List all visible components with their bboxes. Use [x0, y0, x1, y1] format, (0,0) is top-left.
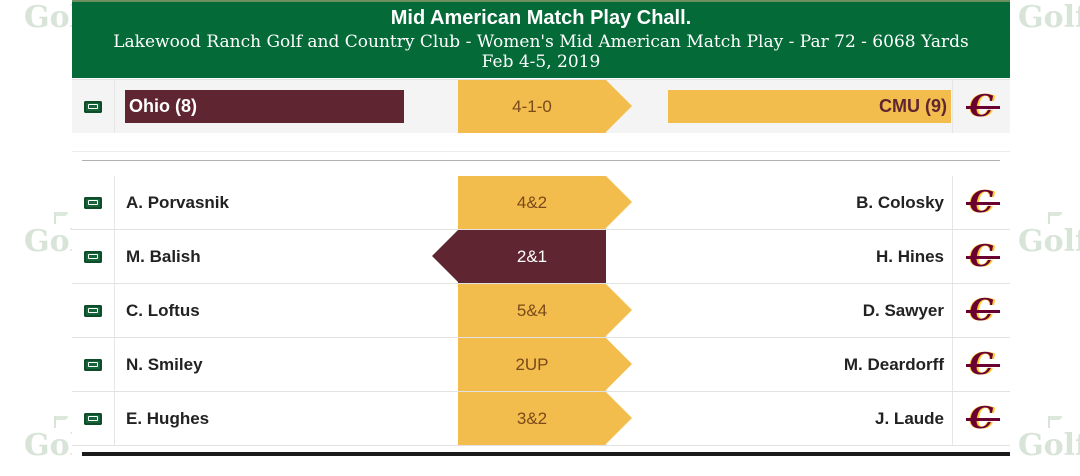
match-result: 2&1: [458, 230, 606, 283]
cmu-logo-cell: C: [952, 392, 1010, 445]
match-row[interactable]: E. Hughes 3&2 J. Laude C: [72, 392, 1010, 446]
ohio-bobcat-logo-icon: [84, 412, 102, 425]
team-score: 4-1-0: [458, 80, 606, 133]
bottom-border: [82, 452, 1010, 456]
event-subtitle: Lakewood Ranch Golf and Country Club - W…: [113, 32, 969, 52]
section-divider: [72, 133, 1010, 177]
ohio-logo-cell: [72, 284, 115, 337]
cmu-logo-cell: C: [952, 284, 1010, 337]
ohio-logo-cell: [72, 176, 115, 229]
right-player-name: D. Sawyer: [862, 301, 944, 320]
right-player-name: M. Deardorff: [843, 355, 944, 374]
event-header: Mid American Match Play Chall. Lakewood …: [72, 0, 1010, 78]
ohio-logo-cell: [72, 230, 115, 283]
cmu-logo-icon: C: [964, 403, 1000, 433]
winner-arrow-right-icon: [606, 392, 632, 444]
cmu-logo-cell: C: [952, 338, 1010, 391]
right-team-name: CMU (9): [668, 90, 951, 123]
event-title: Mid American Match Play Chall.: [390, 7, 692, 29]
match-result: 5&4: [458, 284, 606, 337]
left-player-name: C. Loftus: [126, 301, 200, 320]
team-summary-row[interactable]: Ohio (8) 4-1-0 CMU (9) C: [72, 79, 1010, 134]
match-card: Mid American Match Play Chall. Lakewood …: [72, 0, 1010, 456]
ohio-logo-cell: [72, 80, 115, 133]
winner-arrow-right-icon: [606, 284, 632, 336]
ohio-logo-cell: [72, 392, 115, 445]
match-row[interactable]: A. Porvasnik 4&2 B. Colosky C: [72, 176, 1010, 230]
golf-watermark: Golf: [1018, 416, 1080, 476]
ohio-logo-cell: [72, 338, 115, 391]
header-strip: [72, 0, 1010, 2]
cmu-logo-icon: C: [964, 241, 1000, 271]
cmu-logo-icon: C: [964, 349, 1000, 379]
ohio-bobcat-logo-icon: [84, 196, 102, 209]
right-player-name: B. Colosky: [856, 193, 944, 212]
left-player-name: N. Smiley: [126, 355, 203, 374]
match-result: 3&2: [458, 392, 606, 445]
left-team-name: Ohio (8): [125, 90, 404, 123]
cmu-logo-cell: C: [952, 80, 1010, 133]
winner-arrow-right-icon: [606, 80, 632, 132]
left-player-name: A. Porvasnik: [126, 193, 229, 212]
winner-arrow-right-icon: [606, 176, 632, 228]
cmu-logo-icon: C: [964, 295, 1000, 325]
event-dates: Feb 4-5, 2019: [481, 52, 601, 72]
divider-line: [82, 160, 1000, 161]
match-row[interactable]: N. Smiley 2UP M. Deardorff C: [72, 338, 1010, 392]
ohio-bobcat-logo-icon: [84, 250, 102, 263]
divider-faint-line: [72, 151, 1010, 152]
match-row[interactable]: M. Balish 2&1 H. Hines C: [72, 230, 1010, 284]
left-player-name: M. Balish: [126, 247, 201, 266]
winner-arrow-right-icon: [606, 338, 632, 390]
cmu-logo-cell: C: [952, 176, 1010, 229]
left-player-name: E. Hughes: [126, 409, 210, 428]
right-player-name: H. Hines: [875, 247, 944, 266]
match-row[interactable]: C. Loftus 5&4 D. Sawyer C: [72, 284, 1010, 338]
cmu-logo-cell: C: [952, 230, 1010, 283]
ohio-bobcat-logo-icon: [84, 100, 102, 113]
right-player-name: J. Laude: [875, 409, 944, 428]
golf-watermark: Golf: [1018, 0, 1080, 35]
match-result: 2UP: [458, 338, 606, 391]
cmu-logo-icon: C: [964, 187, 1000, 217]
ohio-bobcat-logo-icon: [84, 304, 102, 317]
winner-arrow-left-icon: [432, 230, 458, 282]
ohio-bobcat-logo-icon: [84, 358, 102, 371]
match-result: 4&2: [458, 176, 606, 229]
golf-watermark: Golf: [1018, 212, 1080, 272]
cmu-logo-icon: C: [964, 91, 1000, 121]
